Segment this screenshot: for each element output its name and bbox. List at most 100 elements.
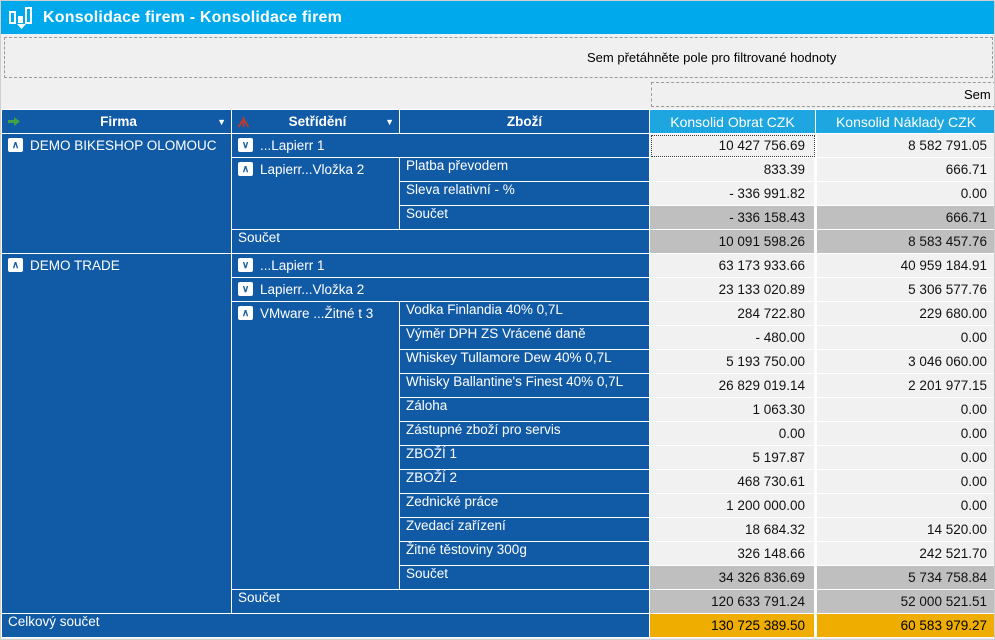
obrat-cell[interactable]: 10 091 598.26 [649, 229, 816, 254]
grand-total-label-cell[interactable]: Celkový součet [1, 613, 650, 638]
obrat-cell[interactable]: 34 326 836.69 [649, 565, 816, 590]
collapse-icon[interactable]: ∧ [238, 162, 253, 176]
zbozi-cell[interactable]: Vodka Finlandia 40% 0,7L [399, 301, 650, 326]
column-header-naklady[interactable]: Konsolid Náklady CZK [815, 109, 994, 134]
firma-group-cell[interactable]: ∧ DEMO BIKESHOP OLOMOUC [1, 133, 232, 254]
obrat-cell[interactable]: 0.00 [649, 421, 816, 446]
column-header-obrat[interactable]: Konsolid Obrat CZK [649, 109, 816, 134]
obrat-cell[interactable]: 5 193 750.00 [649, 349, 816, 374]
expand-icon[interactable]: ∨ [238, 258, 253, 272]
column-header-zbozi[interactable]: Zboží [399, 109, 650, 134]
zbozi-cell[interactable]: ZBOŽÍ 1 [399, 445, 650, 470]
table-row: ∧ DEMO TRADE ∨ ...Lapierr 1 63 173 933.66 … [1, 253, 994, 614]
naklady-cell[interactable]: 2 201 977.15 [814, 373, 994, 398]
naklady-cell[interactable]: 0.00 [814, 181, 994, 206]
naklady-cell[interactable]: 242 521.70 [814, 541, 994, 566]
naklady-cell[interactable]: 40 959 184.91 [814, 253, 994, 278]
filter-dropdown-icon[interactable]: ▼ [385, 116, 394, 127]
title-bar: Konsolidace firem - Konsolidace firem [1, 1, 994, 34]
naklady-cell[interactable]: 14 520.00 [814, 517, 994, 542]
table-row: Zvedací zařízení 18 684.32 14 520.00 [2, 517, 994, 542]
setrideni-group-cell[interactable]: ∧ VMware ...Žitné t 3 [231, 301, 400, 590]
filter-drop-zone[interactable]: Sem přetáhněte pole pro filtrované hodno… [4, 37, 993, 78]
table-row: ZBOŽÍ 1 5 197.87 0.00 [2, 445, 994, 470]
grand-total-row: Celkový součet 130 725 389.50 60 583 979… [1, 613, 994, 638]
expand-icon[interactable]: ∨ [238, 282, 253, 296]
naklady-cell[interactable]: 3 046 060.00 [814, 349, 994, 374]
zbozi-cell[interactable]: Součet [399, 565, 650, 590]
obrat-cell[interactable]: 1 063.30 [649, 397, 816, 422]
naklady-cell[interactable]: 666.71 [814, 205, 994, 230]
setrideni-group-cell[interactable]: ∨ ...Lapierr 1 [231, 253, 650, 278]
naklady-cell[interactable]: 0.00 [814, 325, 994, 350]
obrat-cell[interactable]: 1 200 000.00 [649, 493, 816, 518]
table-row: Výměr DPH ZS Vrácené daně - 480.00 0.00 [2, 325, 994, 350]
naklady-cell[interactable]: 8 583 457.76 [814, 229, 994, 254]
obrat-cell[interactable]: - 336 158.43 [649, 205, 816, 230]
obrat-cell[interactable]: - 336 991.82 [649, 181, 816, 206]
obrat-cell[interactable]: 26 829 019.14 [649, 373, 816, 398]
zbozi-cell[interactable]: Sleva relativní - % [399, 181, 650, 206]
table-row: ∧ VMware ...Žitné t 3 Vodka Finlandia 40%… [2, 301, 994, 590]
zbozi-cell[interactable]: Součet [399, 205, 650, 230]
soucet-cell[interactable]: Součet [231, 589, 650, 614]
obrat-cell[interactable]: 5 197.87 [649, 445, 816, 470]
obrat-cell[interactable]: 120 633 791.24 [649, 589, 816, 614]
expand-icon[interactable]: ∨ [238, 138, 253, 152]
obrat-cell[interactable]: 23 133 020.89 [649, 277, 816, 302]
naklady-cell[interactable]: 60 583 979.27 [814, 613, 994, 638]
zbozi-cell[interactable]: Zástupné zboží pro servis [399, 421, 650, 446]
obrat-cell[interactable]: 326 148.66 [649, 541, 816, 566]
setrideni-group-cell[interactable]: ∧ Lapierr...Vložka 2 [231, 157, 400, 230]
bar-chart-icon[interactable] [9, 6, 33, 29]
naklady-cell[interactable]: 0.00 [814, 493, 994, 518]
zbozi-cell[interactable]: Zednické práce [399, 493, 650, 518]
table-row: Whisky Ballantine's Finest 40% 0,7L 26 8… [2, 373, 994, 398]
filter-dropdown-icon[interactable]: ▼ [217, 116, 226, 127]
zbozi-cell[interactable]: Whiskey Tullamore Dew 40% 0,7L [399, 349, 650, 374]
obrat-cell[interactable]: 130 725 389.50 [649, 613, 816, 638]
collapse-icon[interactable]: ∧ [8, 258, 23, 272]
table-row: Záloha 1 063.30 0.00 [2, 397, 994, 422]
obrat-cell[interactable]: 63 173 933.66 [649, 253, 816, 278]
page-title: Konsolidace firem - Konsolidace firem [43, 8, 343, 26]
naklady-cell[interactable]: 5 734 758.84 [814, 565, 994, 590]
naklady-cell[interactable]: 0.00 [814, 397, 994, 422]
table-row: ∧ Lapierr...Vložka 2 Platba převodem 833.… [2, 157, 994, 230]
collapse-icon[interactable]: ∧ [238, 306, 253, 320]
obrat-cell[interactable]: - 480.00 [649, 325, 816, 350]
setrideni-group-cell[interactable]: ∨ ...Lapierr 1 [231, 133, 650, 158]
naklady-cell[interactable]: 0.00 [814, 421, 994, 446]
data-drop-zone-label: Sem př [964, 87, 994, 102]
zbozi-cell[interactable]: Zvedací zařízení [399, 517, 650, 542]
zbozi-cell[interactable]: Whisky Ballantine's Finest 40% 0,7L [399, 373, 650, 398]
obrat-cell[interactable]: 468 730.61 [649, 469, 816, 494]
column-header-firma[interactable]: Firma ▼ [1, 109, 232, 134]
firma-group-cell[interactable]: ∧ DEMO TRADE [1, 253, 232, 614]
collapse-icon[interactable]: ∧ [8, 138, 23, 152]
naklady-cell[interactable]: 5 306 577.76 [814, 277, 994, 302]
obrat-cell[interactable]: 833.39 [649, 157, 816, 182]
zbozi-cell[interactable]: Záloha [399, 397, 650, 422]
soucet-cell[interactable]: Součet [231, 229, 650, 254]
setrideni-group-cell[interactable]: ∨ Lapierr...Vložka 2 [231, 277, 650, 302]
naklady-cell[interactable]: 52 000 521.51 [814, 589, 994, 614]
naklady-cell[interactable]: 0.00 [814, 469, 994, 494]
zbozi-cell[interactable]: Platba převodem [399, 157, 650, 182]
green-arrow-icon [8, 117, 20, 126]
zbozi-cell[interactable]: Žitné těstoviny 300g [399, 541, 650, 566]
obrat-cell[interactable]: 18 684.32 [649, 517, 816, 542]
table-row: ∧ DEMO BIKESHOP OLOMOUC ∨ ...Lapierr 1 10 … [1, 133, 994, 254]
data-drop-zone[interactable]: Sem př [651, 82, 994, 107]
filter-drop-zone-label: Sem přetáhněte pole pro filtrované hodno… [587, 50, 837, 65]
naklady-cell[interactable]: 666.71 [814, 157, 994, 182]
column-header-setrideni[interactable]: Setřídění ▼ [231, 109, 400, 134]
naklady-cell[interactable]: 8 582 791.05 [814, 133, 994, 158]
naklady-cell[interactable]: 0.00 [814, 445, 994, 470]
zbozi-cell[interactable]: ZBOŽÍ 2 [399, 469, 650, 494]
obrat-cell[interactable]: 284 722.80 [649, 301, 816, 326]
zbozi-cell[interactable]: Výměr DPH ZS Vrácené daně [399, 325, 650, 350]
naklady-cell[interactable]: 229 680.00 [814, 301, 994, 326]
obrat-cell[interactable]: 10 427 756.69 [649, 133, 816, 158]
